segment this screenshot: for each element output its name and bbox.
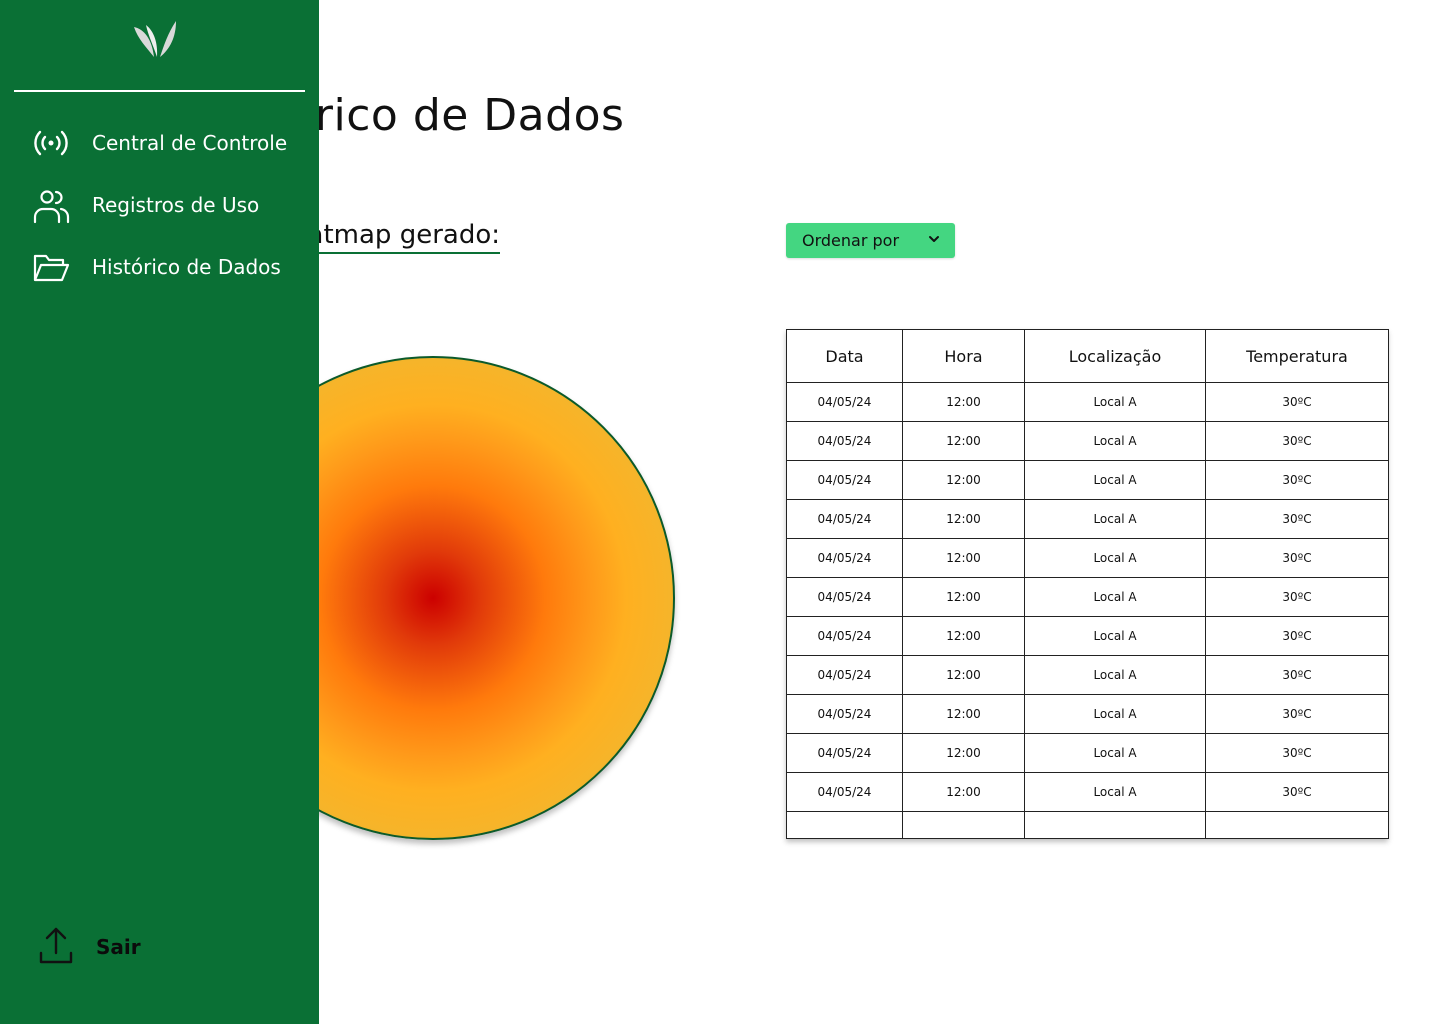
- table-row: 04/05/24 12:00 Local A 30ºC: [786, 538, 1389, 578]
- cell-hora: 12:00: [902, 772, 1025, 812]
- cell-localizacao: Local A: [1024, 772, 1206, 812]
- cell-hora: 12:00: [902, 538, 1025, 578]
- cell-hora: 12:00: [902, 460, 1025, 500]
- sidebar-item-registros-de-uso[interactable]: Registros de Uso: [32, 183, 302, 227]
- users-icon: [32, 186, 70, 224]
- cell-hora: 12:00: [902, 616, 1025, 656]
- table-row: 04/05/24 12:00 Local A 30ºC: [786, 616, 1389, 656]
- cell-hora: 12:00: [902, 421, 1025, 461]
- cell-data: 04/05/24: [786, 616, 903, 656]
- cell-temperatura: 30ºC: [1205, 499, 1389, 539]
- column-header-data[interactable]: Data: [786, 329, 903, 383]
- cell-temperatura: 30ºC: [1205, 694, 1389, 734]
- table-row: 04/05/24 12:00 Local A 30ºC: [786, 577, 1389, 617]
- cell-data: [786, 811, 903, 839]
- cell-temperatura: 30ºC: [1205, 421, 1389, 461]
- cell-temperatura: 30ºC: [1205, 616, 1389, 656]
- sidebar-divider: [14, 90, 305, 92]
- logout-button[interactable]: Sair: [38, 926, 178, 968]
- cell-hora: 12:00: [902, 655, 1025, 695]
- cell-data: 04/05/24: [786, 577, 903, 617]
- table-row: 04/05/24 12:00 Local A 30ºC: [786, 655, 1389, 695]
- cell-hora: 12:00: [902, 382, 1025, 422]
- sidebar-item-label: Central de Controle: [92, 131, 288, 155]
- sort-dropdown[interactable]: Ordenar por: [786, 223, 955, 258]
- cell-localizacao: [1024, 811, 1206, 839]
- cell-temperatura: 30ºC: [1205, 382, 1389, 422]
- cell-temperatura: 30ºC: [1205, 655, 1389, 695]
- cell-localizacao: Local A: [1024, 421, 1206, 461]
- sidebar-item-label: Registros de Uso: [92, 193, 260, 217]
- cell-hora: 12:00: [902, 499, 1025, 539]
- column-header-localizacao[interactable]: Localização: [1024, 329, 1206, 383]
- cell-localizacao: Local A: [1024, 733, 1206, 773]
- table-row: 04/05/24 12:00 Local A 30ºC: [786, 382, 1389, 422]
- cell-localizacao: Local A: [1024, 460, 1206, 500]
- cell-localizacao: Local A: [1024, 382, 1206, 422]
- cell-data: 04/05/24: [786, 772, 903, 812]
- data-table: Data Hora Localização Temperatura 04/05/…: [786, 329, 1389, 839]
- cell-data: 04/05/24: [786, 460, 903, 500]
- cell-localizacao: Local A: [1024, 538, 1206, 578]
- cell-temperatura: 30ºC: [1205, 772, 1389, 812]
- cell-data: 04/05/24: [786, 382, 903, 422]
- cell-localizacao: Local A: [1024, 655, 1206, 695]
- cell-data: 04/05/24: [786, 655, 903, 695]
- logout-label: Sair: [96, 935, 141, 959]
- cell-localizacao: Local A: [1024, 499, 1206, 539]
- cell-temperatura: 30ºC: [1205, 460, 1389, 500]
- cell-localizacao: Local A: [1024, 577, 1206, 617]
- cell-data: 04/05/24: [786, 421, 903, 461]
- sidebar-item-central-de-controle[interactable]: Central de Controle: [32, 121, 302, 165]
- table-row: 04/05/24 12:00 Local A 30ºC: [786, 499, 1389, 539]
- chevron-down-icon: [927, 231, 941, 250]
- table-row: 04/05/24 12:00 Local A 30ºC: [786, 694, 1389, 734]
- cell-localizacao: Local A: [1024, 694, 1206, 734]
- table-row-empty: [786, 811, 1389, 839]
- sidebar: Central de Controle Registros de Uso His…: [0, 0, 319, 1024]
- table-row: 04/05/24 12:00 Local A 30ºC: [786, 733, 1389, 773]
- data-table-container: Data Hora Localização Temperatura 04/05/…: [786, 329, 1389, 839]
- cell-data: 04/05/24: [786, 733, 903, 773]
- cell-data: 04/05/24: [786, 694, 903, 734]
- sidebar-item-label: Histórico de Dados: [92, 255, 281, 279]
- cell-temperatura: 30ºC: [1205, 538, 1389, 578]
- table-row: 04/05/24 12:00 Local A 30ºC: [786, 460, 1389, 500]
- cell-temperatura: [1205, 811, 1389, 839]
- cell-temperatura: 30ºC: [1205, 577, 1389, 617]
- table-row: 04/05/24 12:00 Local A 30ºC: [786, 772, 1389, 812]
- sort-dropdown-label: Ordenar por: [802, 231, 900, 250]
- cell-hora: 12:00: [902, 733, 1025, 773]
- column-header-hora[interactable]: Hora: [902, 329, 1025, 383]
- folder-open-icon: [32, 248, 70, 286]
- cell-hora: 12:00: [902, 577, 1025, 617]
- cell-hora: [902, 811, 1025, 839]
- table-header-row: Data Hora Localização Temperatura: [786, 329, 1389, 383]
- cell-localizacao: Local A: [1024, 616, 1206, 656]
- cell-temperatura: 30ºC: [1205, 733, 1389, 773]
- leaf-logo-icon: [130, 17, 182, 61]
- cell-data: 04/05/24: [786, 538, 903, 578]
- column-header-temperatura[interactable]: Temperatura: [1205, 329, 1389, 383]
- cell-hora: 12:00: [902, 694, 1025, 734]
- broadcast-icon: [32, 124, 70, 162]
- upload-icon: [38, 925, 74, 969]
- table-row: 04/05/24 12:00 Local A 30ºC: [786, 421, 1389, 461]
- sidebar-item-historico-de-dados[interactable]: Histórico de Dados: [32, 245, 302, 289]
- cell-data: 04/05/24: [786, 499, 903, 539]
